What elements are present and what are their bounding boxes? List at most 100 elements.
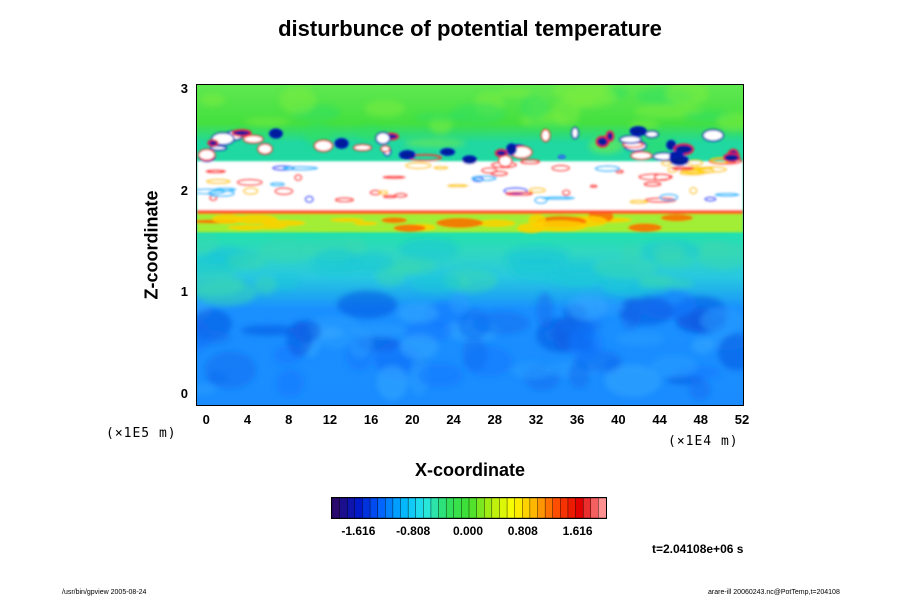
texture-blob xyxy=(699,307,743,334)
texture-blob xyxy=(654,253,695,269)
x-tick-label: 12 xyxy=(322,412,338,427)
band-contour xyxy=(638,173,674,181)
colorbar-cell xyxy=(392,498,402,518)
texture-blob xyxy=(404,138,466,148)
x-tick-label: 48 xyxy=(693,412,709,427)
texture-blob xyxy=(567,326,604,361)
texture-blob xyxy=(276,368,305,398)
band-eddy xyxy=(313,139,334,152)
colorbar-cell xyxy=(438,498,447,518)
texture-blob xyxy=(520,94,549,120)
texture-blob xyxy=(399,237,459,261)
x-tick-label: 36 xyxy=(569,412,585,427)
texture-blob xyxy=(496,88,533,98)
texture-blob xyxy=(400,333,439,360)
texture-blob xyxy=(397,303,439,324)
texture-blob xyxy=(414,112,469,123)
texture-blob xyxy=(226,252,268,270)
band-streak xyxy=(381,217,408,224)
x-tick-label: 52 xyxy=(734,412,750,427)
texture-blob xyxy=(449,293,470,315)
texture-blob xyxy=(457,308,490,340)
band-contour xyxy=(528,187,547,194)
texture-blob xyxy=(593,257,658,280)
texture-blob xyxy=(697,245,743,270)
band-contour xyxy=(551,164,571,172)
band-contour xyxy=(282,165,319,171)
colorbar-cell xyxy=(400,498,409,518)
band-contour xyxy=(671,166,694,171)
band-contour xyxy=(446,183,469,188)
band-eddy xyxy=(619,135,642,144)
texture-blob xyxy=(279,86,317,114)
band-contour xyxy=(242,187,259,195)
plot-area xyxy=(196,84,744,406)
colorbar-cell xyxy=(499,498,508,518)
texture-blob xyxy=(638,274,674,285)
colorbar-cell xyxy=(560,498,569,518)
band-streak xyxy=(353,221,378,226)
x-axis-unit: (×1E4 m) xyxy=(668,434,739,449)
texture-blob xyxy=(254,276,277,295)
band-streak xyxy=(532,220,588,232)
band-contour xyxy=(393,192,408,198)
band-streak xyxy=(628,223,662,232)
texture-blob xyxy=(199,93,226,107)
texture-blob xyxy=(344,237,367,248)
band-contour xyxy=(594,165,621,172)
footer-command: /usr/bin/gpview 2005-08-24 xyxy=(62,589,147,596)
band-contour xyxy=(207,189,235,198)
colorbar-cell xyxy=(491,498,500,518)
texture-blob xyxy=(620,244,643,258)
band-contour xyxy=(534,196,548,205)
texture-blob xyxy=(410,273,462,293)
texture-blob xyxy=(568,360,590,389)
x-tick-label: 24 xyxy=(446,412,461,427)
band-eddy xyxy=(666,139,677,151)
texture-blob xyxy=(688,379,711,401)
band-eddy xyxy=(210,145,227,151)
band-eddy xyxy=(462,155,478,165)
colorbar-cell xyxy=(522,498,531,518)
band-eddy xyxy=(380,145,391,153)
band-eddy xyxy=(268,128,283,139)
texture-blob xyxy=(376,365,408,401)
colorbar xyxy=(331,497,607,519)
band-eddy xyxy=(644,130,659,139)
colorbar-tick-label: 0.808 xyxy=(507,524,538,538)
texture-blob xyxy=(536,292,554,328)
texture-blob xyxy=(546,271,603,287)
x-tick-label: 0 xyxy=(202,412,210,427)
texture-blob xyxy=(197,272,245,297)
band-contour xyxy=(334,197,355,203)
band-contour xyxy=(643,181,662,187)
y-tick-label: 1 xyxy=(180,284,188,300)
x-tick-label: 16 xyxy=(363,412,379,427)
colorbar-cell xyxy=(575,498,584,518)
colorbar-cell xyxy=(445,498,455,518)
texture-blob xyxy=(717,333,743,371)
texture-blob xyxy=(345,252,395,274)
colorbar-cell xyxy=(476,498,485,518)
colorbar-cell xyxy=(506,498,516,518)
colorbar-tick-label: -1.616 xyxy=(341,524,376,538)
band-contour xyxy=(629,199,649,205)
band-eddy xyxy=(630,151,653,161)
band-eddy xyxy=(669,154,690,166)
band-eddy xyxy=(722,152,741,163)
band-contour xyxy=(557,154,566,160)
colorbar-tick-label: -0.808 xyxy=(396,524,431,538)
band-contour xyxy=(688,186,698,195)
texture-blob xyxy=(511,361,553,379)
band-contour xyxy=(404,162,432,170)
x-axis-label: X-coordinate xyxy=(414,460,525,480)
texture-blob xyxy=(418,363,464,388)
colorbar-cell xyxy=(468,498,478,518)
band-contour xyxy=(561,189,571,196)
band-contour xyxy=(378,189,389,195)
band-contour xyxy=(520,159,541,165)
colorbar-cell xyxy=(339,498,348,518)
band-streak xyxy=(660,214,694,222)
band-contour xyxy=(205,178,231,185)
band-eddy xyxy=(257,143,273,155)
